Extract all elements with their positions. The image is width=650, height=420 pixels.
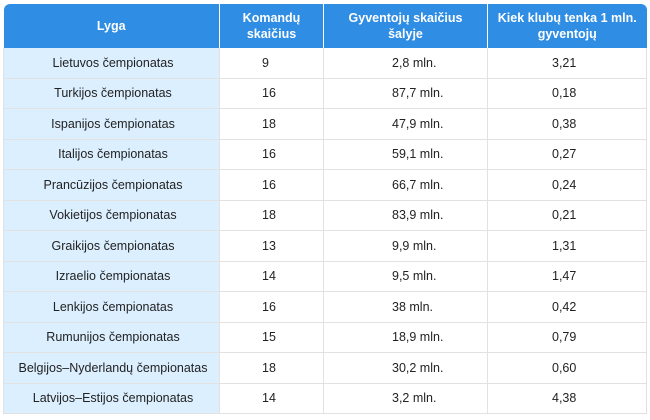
population-cell: 30,2 mln. <box>323 352 488 384</box>
clubs-per-million-cell: 0,60 <box>487 352 647 384</box>
league-table-container: Lyga Komandų skaičius Gyventojų skaičius… <box>3 4 647 414</box>
team-count-cell: 18 <box>219 200 324 231</box>
league-cell: Lietuvos čempionatas <box>3 48 220 79</box>
table-row: Turkijos čempionatas 16 87,7 mln. 0,18 <box>3 78 647 109</box>
clubs-per-million-cell: 1,47 <box>487 261 647 292</box>
clubs-per-million-cell: 0,79 <box>487 322 647 353</box>
league-name: Lietuvos čempionatas <box>52 55 174 70</box>
table-header: Lyga Komandų skaičius Gyventojų skaičius… <box>3 4 647 48</box>
population-cell: 2,8 mln. <box>323 48 488 79</box>
header-team-count: Komandų skaičius <box>219 4 324 48</box>
team-count-cell: 16 <box>219 78 324 109</box>
clubs-per-million-cell: 0,21 <box>487 200 647 231</box>
table-row: Italijos čempionatas 16 59,1 mln. 0,27 <box>3 139 647 170</box>
league-name: Prancūzijos čempionatas <box>43 177 183 192</box>
league-name: Vokietijos čempionatas <box>49 208 177 223</box>
table-row: Lietuvos čempionatas 9 2,8 mln. 3,21 <box>3 48 647 79</box>
league-name: Graikijos čempionatas <box>51 238 175 253</box>
header-league: Lyga <box>3 4 220 48</box>
table-row: Graikijos čempionatas 13 9,9 mln. 1,31 <box>3 230 647 262</box>
table-row: Belgijos–Nyderlandų čempionatas 18 30,2 ml… <box>3 352 647 384</box>
population-cell: 47,9 mln. <box>323 108 488 140</box>
team-count-cell: 18 <box>219 108 324 140</box>
league-cell: Izraelio čempionatas <box>3 261 220 292</box>
population-cell: 38 mln. <box>323 291 488 323</box>
population-cell: 9,9 mln. <box>323 230 488 262</box>
team-count-cell: 16 <box>219 169 324 201</box>
clubs-per-million-cell: 0,18 <box>487 78 647 109</box>
league-name: Izraelio čempionatas <box>55 269 171 284</box>
table-row: Rumunijos čempionatas 15 18,9 mln. 0,79 <box>3 322 647 353</box>
team-count-cell: 13 <box>219 230 324 262</box>
league-cell: Vokietijos čempionatas <box>3 200 220 231</box>
clubs-per-million-cell: 3,21 <box>487 48 647 79</box>
league-cell: Italijos čempionatas <box>3 139 220 170</box>
clubs-per-million-cell: 0,27 <box>487 139 647 170</box>
league-cell: Graikijos čempionatas <box>3 230 220 262</box>
league-name: Rumunijos čempionatas <box>46 330 180 345</box>
team-count-cell: 14 <box>219 261 324 292</box>
league-cell: Belgijos–Nyderlandų čempionatas <box>3 352 220 384</box>
population-cell: 3,2 mln. <box>323 383 488 414</box>
population-cell: 59,1 mln. <box>323 139 488 170</box>
league-cell: Latvijos–Estijos čempionatas <box>3 383 220 414</box>
league-cell: Rumunijos čempionatas <box>3 322 220 353</box>
table-row: Lenkijos čempionatas 16 38 mln. 0,42 <box>3 291 647 323</box>
table-body: Lietuvos čempionatas 9 2,8 mln. 3,21 Turkijo… <box>3 48 647 414</box>
population-cell: 9,5 mln. <box>323 261 488 292</box>
league-name: Lenkijos čempionatas <box>52 299 174 314</box>
population-cell: 87,7 mln. <box>323 78 488 109</box>
table-row: Ispanijos čempionatas 18 47,9 mln. 0,38 <box>3 108 647 140</box>
clubs-per-million-cell: 1,31 <box>487 230 647 262</box>
team-count-cell: 14 <box>219 383 324 414</box>
league-cell: Ispanijos čempionatas <box>3 108 220 140</box>
team-count-cell: 9 <box>219 48 324 79</box>
league-cell: Lenkijos čempionatas <box>3 291 220 323</box>
table-row: Vokietijos čempionatas 18 83,9 mln. 0,21 <box>3 200 647 231</box>
league-cell: Prancūzijos čempionatas <box>3 169 220 201</box>
header-population: Gyventojų skaičius šalyje <box>323 4 488 48</box>
clubs-per-million-cell: 0,38 <box>487 108 647 140</box>
team-count-cell: 15 <box>219 322 324 353</box>
league-name: Belgijos–Nyderlandų čempionatas <box>18 360 208 375</box>
league-name: Latvijos–Estijos čempionatas <box>32 391 194 406</box>
team-count-cell: 18 <box>219 352 324 384</box>
league-cell: Turkijos čempionatas <box>3 78 220 109</box>
team-count-cell: 16 <box>219 139 324 170</box>
header-clubs-per-million: Kiek klubų tenka 1 mln. gyventojų <box>487 4 647 48</box>
league-table: Lyga Komandų skaičius Gyventojų skaičius… <box>3 4 647 414</box>
table-row: Prancūzijos čempionatas 16 66,7 mln. 0,24 <box>3 169 647 201</box>
clubs-per-million-cell: 0,42 <box>487 291 647 323</box>
clubs-per-million-cell: 0,24 <box>487 169 647 201</box>
clubs-per-million-cell: 4,38 <box>487 383 647 414</box>
league-name: Turkijos čempionatas <box>54 86 172 101</box>
league-name: Italijos čempionatas <box>58 147 168 162</box>
league-name: Ispanijos čempionatas <box>51 116 175 131</box>
population-cell: 83,9 mln. <box>323 200 488 231</box>
team-count-cell: 16 <box>219 291 324 323</box>
table-row: Izraelio čempionatas 14 9,5 mln. 1,47 <box>3 261 647 292</box>
table-row: Latvijos–Estijos čempionatas 14 3,2 mln. 4,… <box>3 383 647 414</box>
population-cell: 18,9 mln. <box>323 322 488 353</box>
population-cell: 66,7 mln. <box>323 169 488 201</box>
header-row: Lyga Komandų skaičius Gyventojų skaičius… <box>3 4 647 48</box>
